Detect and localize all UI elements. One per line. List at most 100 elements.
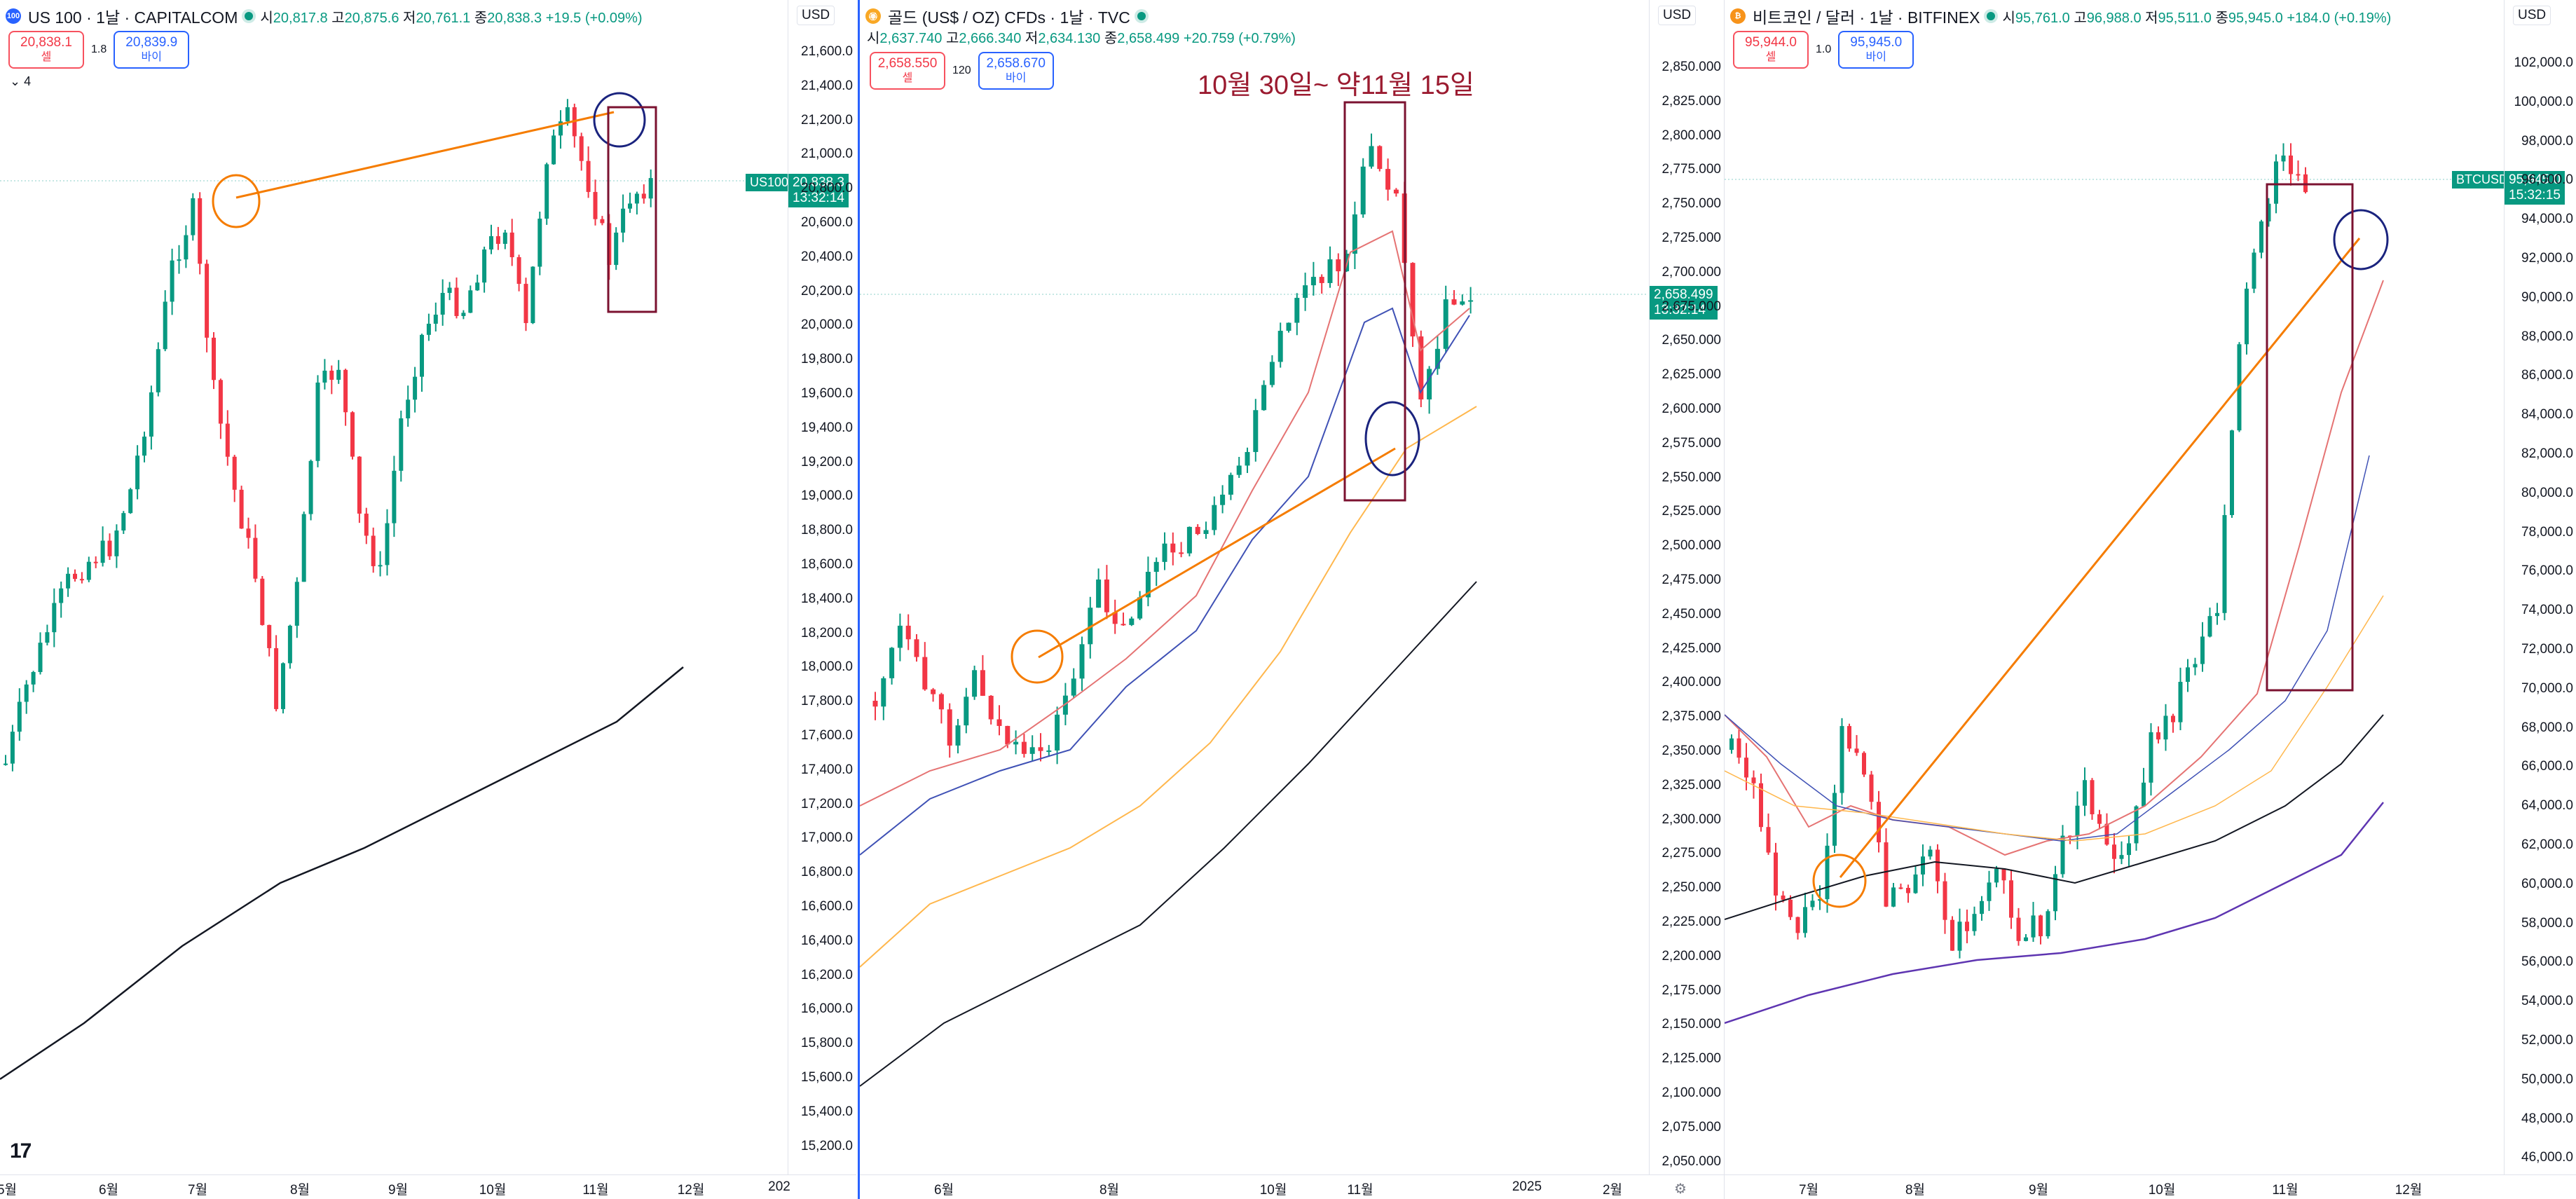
tradingview-logo-icon[interactable]: 17 <box>10 1139 32 1163</box>
moving-average-20 <box>860 230 1470 807</box>
candle-body <box>1936 849 1940 882</box>
price-tick-label: 2,525.000 <box>1662 504 1721 519</box>
btc-symbol-tag: BTCUSD <box>2452 171 2513 189</box>
buy-button[interactable]: 20,839.9 바이 <box>114 31 190 69</box>
us100-time-axis[interactable]: 5월 6월 7월 8월 9월 10월 11월 12월 202 <box>0 1174 856 1199</box>
currency-label[interactable]: USD <box>797 6 835 25</box>
candle-body <box>621 208 626 233</box>
btc-ohlc: 시95,761.0 고96,988.0 저95,511.0 종95,945.0 … <box>2002 10 2392 26</box>
moving-average-100 <box>1725 595 2384 842</box>
candle-body <box>315 382 320 461</box>
candle-body <box>1921 856 1925 875</box>
candle-body <box>579 136 584 161</box>
candle-body <box>2193 664 2198 668</box>
candle-body <box>2207 616 2212 637</box>
price-tick-label: 2,675.000 <box>1662 299 1721 314</box>
moving-average-50 <box>860 307 1470 856</box>
price-tick-label: 20,400.0 <box>801 249 853 264</box>
btc-price-axis[interactable]: USD 95,945.0 15:32:15 102,000.0 100,000.0 9… <box>2504 0 2576 1184</box>
price-tick-label: 2,775.000 <box>1662 162 1721 177</box>
gold-last-price: 2,658.499 13:32:14 <box>1650 286 1718 320</box>
time-tick-label: 10월 <box>2148 1183 2176 1198</box>
gold-plot[interactable] <box>860 0 1646 1177</box>
buy-button[interactable]: 95,945.0 바이 <box>1838 31 1914 69</box>
candle-body <box>586 160 591 192</box>
price-tick-label: 50,000.0 <box>2521 1071 2573 1087</box>
candle-body <box>1021 741 1027 754</box>
gold-time-axis[interactable]: 6월 8월 10월 11월 2025 2월 <box>860 1174 1725 1199</box>
candle-body <box>1965 921 1969 931</box>
candle-body <box>2097 814 2102 824</box>
candle-body <box>955 725 961 746</box>
candle-body <box>294 582 299 626</box>
candle-body <box>947 709 952 746</box>
candle-body <box>1303 285 1308 299</box>
candle-body <box>1759 783 1763 828</box>
candle-body <box>1005 725 1010 745</box>
candle-body <box>1096 579 1102 608</box>
candle-body <box>274 648 279 709</box>
candle-body <box>1336 259 1341 272</box>
candle-body <box>246 528 251 538</box>
date-range-annotation[interactable]: 10월 30일~ 약11월 15일 <box>1198 71 1474 100</box>
candle-body <box>2090 780 2095 814</box>
settings-gear-icon[interactable]: ⚙ <box>1674 1181 1687 1197</box>
candle-body <box>1877 802 1881 843</box>
btc-trade-buttons: 95,944.0 셀 1.0 95,945.0 바이 <box>1733 31 1914 69</box>
candle-body <box>17 701 22 732</box>
candle-body <box>2215 612 2219 617</box>
sell-button[interactable]: 20,838.1 셀 <box>8 31 84 69</box>
candle-body <box>2252 252 2256 289</box>
chart-panel-gold[interactable]: 🏵 골드 (US$ / OZ) CFDs · 1날 · TVC 시2,637.7… <box>858 0 1725 1199</box>
price-tick-label: 2,075.000 <box>1662 1119 1721 1135</box>
candle-body <box>1310 277 1316 286</box>
sell-button[interactable]: 2,658.550 셀 <box>870 52 945 90</box>
chart-panel-us100[interactable]: 100 US 100 · 1날 · CAPITALCOM 시20,817.8 고… <box>0 0 856 1199</box>
gold-price-axis[interactable]: USD 2,658.499 13:32:14 2,850.000 2,825.000… <box>1649 0 1725 1199</box>
candle-body <box>1994 868 1999 883</box>
currency-label[interactable]: USD <box>2513 6 2551 25</box>
candle-body <box>641 193 646 199</box>
time-tick-label: 7월 <box>187 1183 208 1198</box>
candle-body <box>1443 299 1448 349</box>
indicator-toggle[interactable]: ⌄ 4 <box>10 74 32 88</box>
candle-body <box>872 701 878 707</box>
btc-title[interactable]: 비트코인 / 달러 · 1날 · BITFINEX <box>1753 8 1980 27</box>
price-tick-label: 2,350.000 <box>1662 744 1721 758</box>
candle-body <box>1788 899 1793 917</box>
candle-body <box>2016 917 2021 941</box>
price-tick-label: 18,000.0 <box>801 659 853 675</box>
price-tick-label: 96,000.0 <box>2521 172 2573 188</box>
price-tick-label: 15,400.0 <box>801 1104 853 1119</box>
candle-body <box>100 540 105 563</box>
candle-body <box>1112 612 1118 624</box>
sell-button[interactable]: 95,944.0 셀 <box>1733 31 1809 69</box>
candle-body <box>191 198 196 235</box>
us100-plot[interactable] <box>0 0 785 1177</box>
us100-price-axis[interactable]: USD 20,838.3 13:32:14 21,600.0 21,400.0 21,… <box>788 0 856 1184</box>
price-tick-label: 15,800.0 <box>801 1036 853 1051</box>
price-tick-label: 2,600.000 <box>1662 402 1721 416</box>
btc-plot[interactable] <box>1725 0 2502 1177</box>
orange-highlight-circle <box>1812 854 1867 908</box>
candle-body <box>1121 624 1126 626</box>
candle-body <box>1898 887 1903 889</box>
price-tick-label: 62,000.0 <box>2521 837 2573 852</box>
candle-body <box>322 370 327 383</box>
chart-panel-btc[interactable]: ₿ 비트코인 / 달러 · 1날 · BITFINEX 시95,761.0 고9… <box>1724 0 2576 1199</box>
gold-title[interactable]: 골드 (US$ / OZ) CFDs · 1날 · TVC <box>888 8 1130 27</box>
moving-average-20 <box>1725 280 2384 856</box>
price-tick-label: 21,600.0 <box>801 44 853 59</box>
us100-title[interactable]: US 100 · 1날 · CAPITALCOM <box>28 8 238 27</box>
candle-body <box>2053 874 2057 912</box>
btc-time-axis[interactable]: 7월 8월 9월 10월 11월 12월 <box>1725 1174 2576 1199</box>
price-tick-label: 2,650.000 <box>1662 333 1721 348</box>
candle-body <box>357 456 362 514</box>
currency-label[interactable]: USD <box>1658 6 1697 25</box>
candle-body <box>1062 695 1068 715</box>
candle-body <box>1451 299 1457 305</box>
candle-body <box>509 232 514 258</box>
moving-average-200 <box>1725 714 2384 920</box>
buy-button[interactable]: 2,658.670 바이 <box>978 52 1054 90</box>
price-tick-label: 46,000.0 <box>2521 1150 2573 1165</box>
